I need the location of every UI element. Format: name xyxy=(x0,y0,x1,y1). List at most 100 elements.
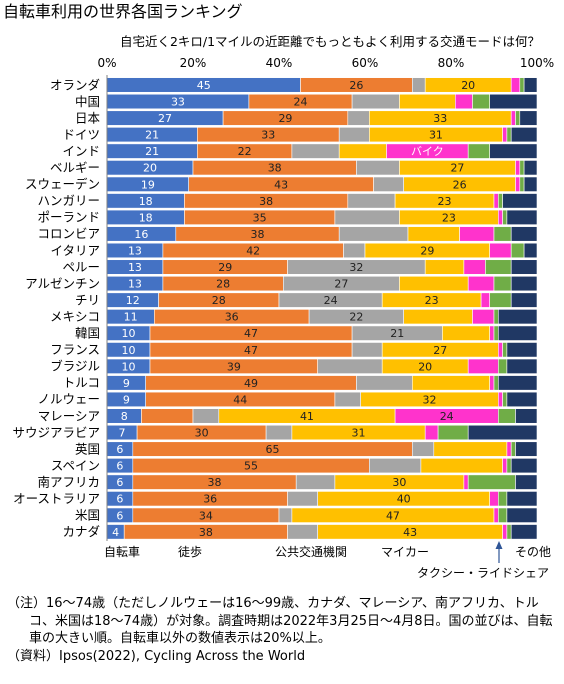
bar-segment-public-transport xyxy=(317,358,383,374)
category-label: アルゼンチン xyxy=(25,276,100,291)
x-tick-label: 20% xyxy=(180,56,207,70)
legend-label-public-transport: 公共交通機関 xyxy=(275,544,347,559)
bar-segment-other xyxy=(510,226,538,242)
data-label: 23 xyxy=(438,195,452,208)
bar-segment-motorbike xyxy=(493,507,499,523)
data-label: 18 xyxy=(139,195,153,208)
bar-segment-car xyxy=(407,226,460,242)
bar-segment-other xyxy=(506,358,538,374)
data-label: 26 xyxy=(349,79,363,92)
bar-segment-car xyxy=(420,458,503,474)
bar-segment-motorbike xyxy=(510,110,516,126)
data-label: 6 xyxy=(116,509,123,522)
data-label: 21 xyxy=(145,129,159,142)
footnote: （注）16～74歳（ただしノルウェーは16～99歳、カナダ、マレーシア、南アフリ… xyxy=(7,596,553,646)
bar-segment-other xyxy=(506,209,538,225)
data-label: 20 xyxy=(461,79,475,92)
bar-segment-motorbike xyxy=(463,259,486,275)
category-label: スペイン xyxy=(51,458,100,473)
bar-segment-other xyxy=(502,193,538,209)
bar-segment-taxi-rideshare xyxy=(493,375,499,391)
bar-segment-other xyxy=(510,458,538,474)
bar-segment-public-transport xyxy=(287,524,319,540)
bar-segment-taxi-rideshare xyxy=(502,391,508,408)
bar-segment-other xyxy=(506,391,538,408)
legend-label-other: その他 xyxy=(515,545,551,559)
bar-segment-public-transport xyxy=(295,474,336,490)
category-label: インド xyxy=(62,143,100,158)
bar-segment-other xyxy=(523,242,538,259)
bar-segment-taxi-rideshare xyxy=(497,358,508,374)
bar-segment-other xyxy=(510,524,538,540)
bar-segment-other xyxy=(489,93,538,110)
x-tick-label: 60% xyxy=(352,56,379,70)
data-label: 19 xyxy=(141,178,155,191)
data-label: 49 xyxy=(244,377,258,390)
data-label: 20 xyxy=(143,162,157,175)
bar-segment-motorbike xyxy=(489,375,495,391)
bar-segment-public-transport xyxy=(278,507,293,523)
data-label: 32 xyxy=(423,393,437,406)
category-label: サウジアラビア xyxy=(12,425,100,440)
category-label: マレーシア xyxy=(38,408,100,423)
bar-segment-taxi-rideshare xyxy=(519,77,525,93)
bar-segment-motorbike xyxy=(459,226,495,242)
bar-segment-other xyxy=(519,110,538,126)
category-label: 米国 xyxy=(75,508,100,523)
category-label: ポーランド xyxy=(37,210,100,225)
bar-segment-other xyxy=(497,325,538,341)
data-label: 6 xyxy=(116,443,123,456)
series-annotation-label: バイク xyxy=(411,145,444,158)
bar-segment-taxi-rideshare xyxy=(493,309,499,325)
bar-segment-taxi-rideshare xyxy=(437,424,469,441)
bar-segment-public-transport xyxy=(351,93,400,110)
data-label: 24 xyxy=(294,96,308,109)
data-label: 23 xyxy=(425,294,439,307)
category-label: メキシコ xyxy=(50,309,100,324)
category-label: 日本 xyxy=(75,110,101,125)
legend-arrow xyxy=(495,541,503,563)
bar-segment-motorbike xyxy=(506,441,512,457)
data-label: 32 xyxy=(349,261,363,274)
chart-subtitle: 自宅近く2キロ/1マイルの近距離でもっともよく利用する交通モードは何？ xyxy=(119,34,541,49)
legend-label-walking: 徒歩 xyxy=(178,544,202,559)
bar-segment-public-transport xyxy=(338,226,409,242)
data-label: 39 xyxy=(227,360,241,373)
bar-segment-public-transport xyxy=(347,193,396,209)
data-label: 10 xyxy=(122,360,136,373)
bar-segment-motorbike xyxy=(510,77,521,93)
bar-segment-other xyxy=(497,309,538,325)
data-label: 13 xyxy=(128,244,142,257)
bar-segment-taxi-rideshare xyxy=(489,292,512,308)
bar-segment-taxi-rideshare xyxy=(493,325,499,341)
data-label: 6 xyxy=(116,493,123,506)
bar-segment-taxi-rideshare xyxy=(485,259,512,275)
data-label: 33 xyxy=(171,96,185,109)
bar-segment-taxi-rideshare xyxy=(519,176,525,192)
bar-segment-other xyxy=(497,375,538,391)
data-label: 28 xyxy=(216,278,230,291)
data-label: 33 xyxy=(433,112,447,125)
data-label: 65 xyxy=(266,443,280,456)
category-labels: オランダ中国日本ドイツインドベルギースウェーデンハンガリーポーランドコロンビアイ… xyxy=(12,77,100,539)
bar-segment-public-transport xyxy=(411,441,435,457)
x-tick-label: 100% xyxy=(520,56,554,70)
data-label: 22 xyxy=(349,311,363,324)
bar-segment-car xyxy=(424,259,465,275)
data-label: 11 xyxy=(124,311,138,324)
category-label: ペルー xyxy=(62,259,100,274)
bar-segment-motorbike xyxy=(502,127,508,143)
bar-segment-taxi-rideshare xyxy=(510,242,525,259)
category-label: フランス xyxy=(50,342,100,357)
bar-segment-public-transport xyxy=(287,491,319,507)
bar-segment-public-transport xyxy=(368,458,422,474)
bar-segment-other xyxy=(510,127,538,143)
data-label: 36 xyxy=(225,311,239,324)
bar-segment-car xyxy=(399,275,469,292)
legend: 自転車 徒歩 公共交通機関 マイカー その他 タクシー・ライドシェア xyxy=(104,541,551,580)
bar-segment-taxi-rideshare xyxy=(472,93,491,110)
bar-segment-other xyxy=(523,160,538,176)
bar-segment-public-transport xyxy=(411,77,426,93)
notes: （注）16～74歳（ただしノルウェーは16～99歳、カナダ、マレーシア、南アフリ… xyxy=(7,595,557,665)
